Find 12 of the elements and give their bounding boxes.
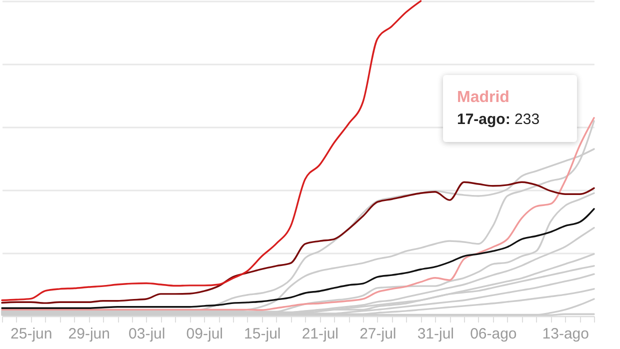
x-tick-label: 27-jul [360,326,396,342]
x-tick-label: 31-jul [417,326,454,342]
x-tick-label: 03-jul [128,326,166,342]
x-tick-label: 09-jul [186,326,223,342]
x-tick-label: 29-jun [68,326,110,342]
x-tick-label: 06-ago [470,326,517,342]
x-tick-label: 25-jun [10,326,52,342]
x-tick-label: 15-jul [244,326,281,342]
x-tick-label: 21-jul [302,326,338,342]
x-tick-label: 13-ago [542,326,589,342]
annotation: 17-ago: 233 [457,111,541,128]
tooltip-box: Madrid 17-ago: 233 [443,75,577,142]
